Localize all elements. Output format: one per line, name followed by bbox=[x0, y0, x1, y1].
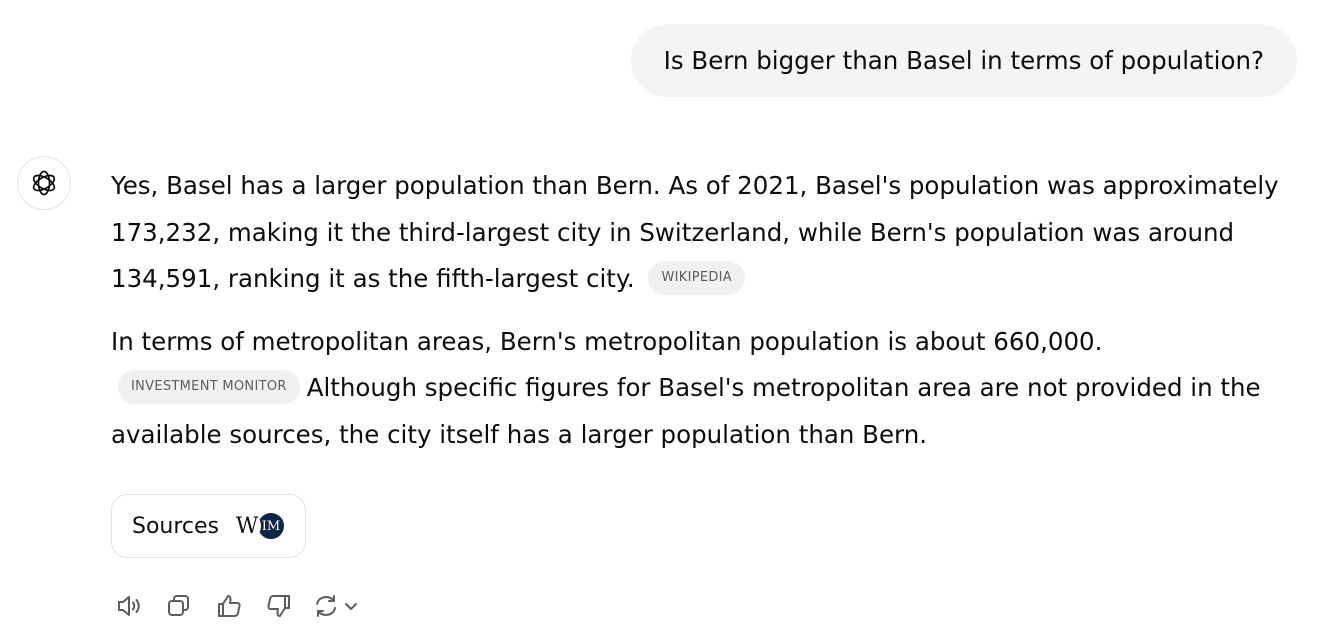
answer-text-2b: Although specific figures for Basel's me… bbox=[111, 373, 1261, 449]
thumbs-down-icon bbox=[267, 595, 290, 617]
sources-button[interactable]: Sources W IM bbox=[111, 494, 307, 558]
citation-investment-monitor[interactable]: INVESTMENT MONITOR bbox=[118, 370, 300, 404]
speaker-icon bbox=[118, 596, 140, 616]
bad-response-button[interactable] bbox=[261, 588, 297, 624]
user-message-bubble: Is Bern bigger than Basel in terms of po… bbox=[630, 24, 1297, 97]
good-response-button[interactable] bbox=[211, 588, 247, 624]
answer-text-1: Yes, Basel has a larger population than … bbox=[111, 171, 1279, 293]
thumbs-up-icon bbox=[218, 595, 241, 617]
message-actions bbox=[111, 588, 359, 624]
answer-paragraph-1: Yes, Basel has a larger population than … bbox=[111, 163, 1321, 303]
regenerate-button[interactable] bbox=[311, 591, 359, 621]
sources-label: Sources bbox=[132, 513, 220, 539]
user-message-row: Is Bern bigger than Basel in terms of po… bbox=[630, 24, 1297, 97]
citation-wikipedia[interactable]: WIKIPEDIA bbox=[648, 261, 745, 295]
copy-icon bbox=[168, 595, 189, 616]
wikipedia-favicon-icon: W bbox=[233, 512, 262, 540]
chevron-down-icon bbox=[345, 603, 357, 610]
answer-paragraph-2: In terms of metropolitan areas, Bern's m… bbox=[111, 319, 1321, 459]
assistant-message: Yes, Basel has a larger population than … bbox=[111, 163, 1321, 474]
source-favicons: W IM bbox=[233, 512, 286, 540]
investment-monitor-favicon-icon: IM bbox=[257, 512, 286, 540]
copy-button[interactable] bbox=[161, 588, 197, 624]
refresh-icon bbox=[316, 595, 336, 617]
answer-text-2a: In terms of metropolitan areas, Bern's m… bbox=[111, 326, 1103, 356]
read-aloud-button[interactable] bbox=[111, 588, 147, 624]
assistant-avatar bbox=[17, 156, 71, 210]
openai-logo-icon bbox=[32, 170, 56, 196]
